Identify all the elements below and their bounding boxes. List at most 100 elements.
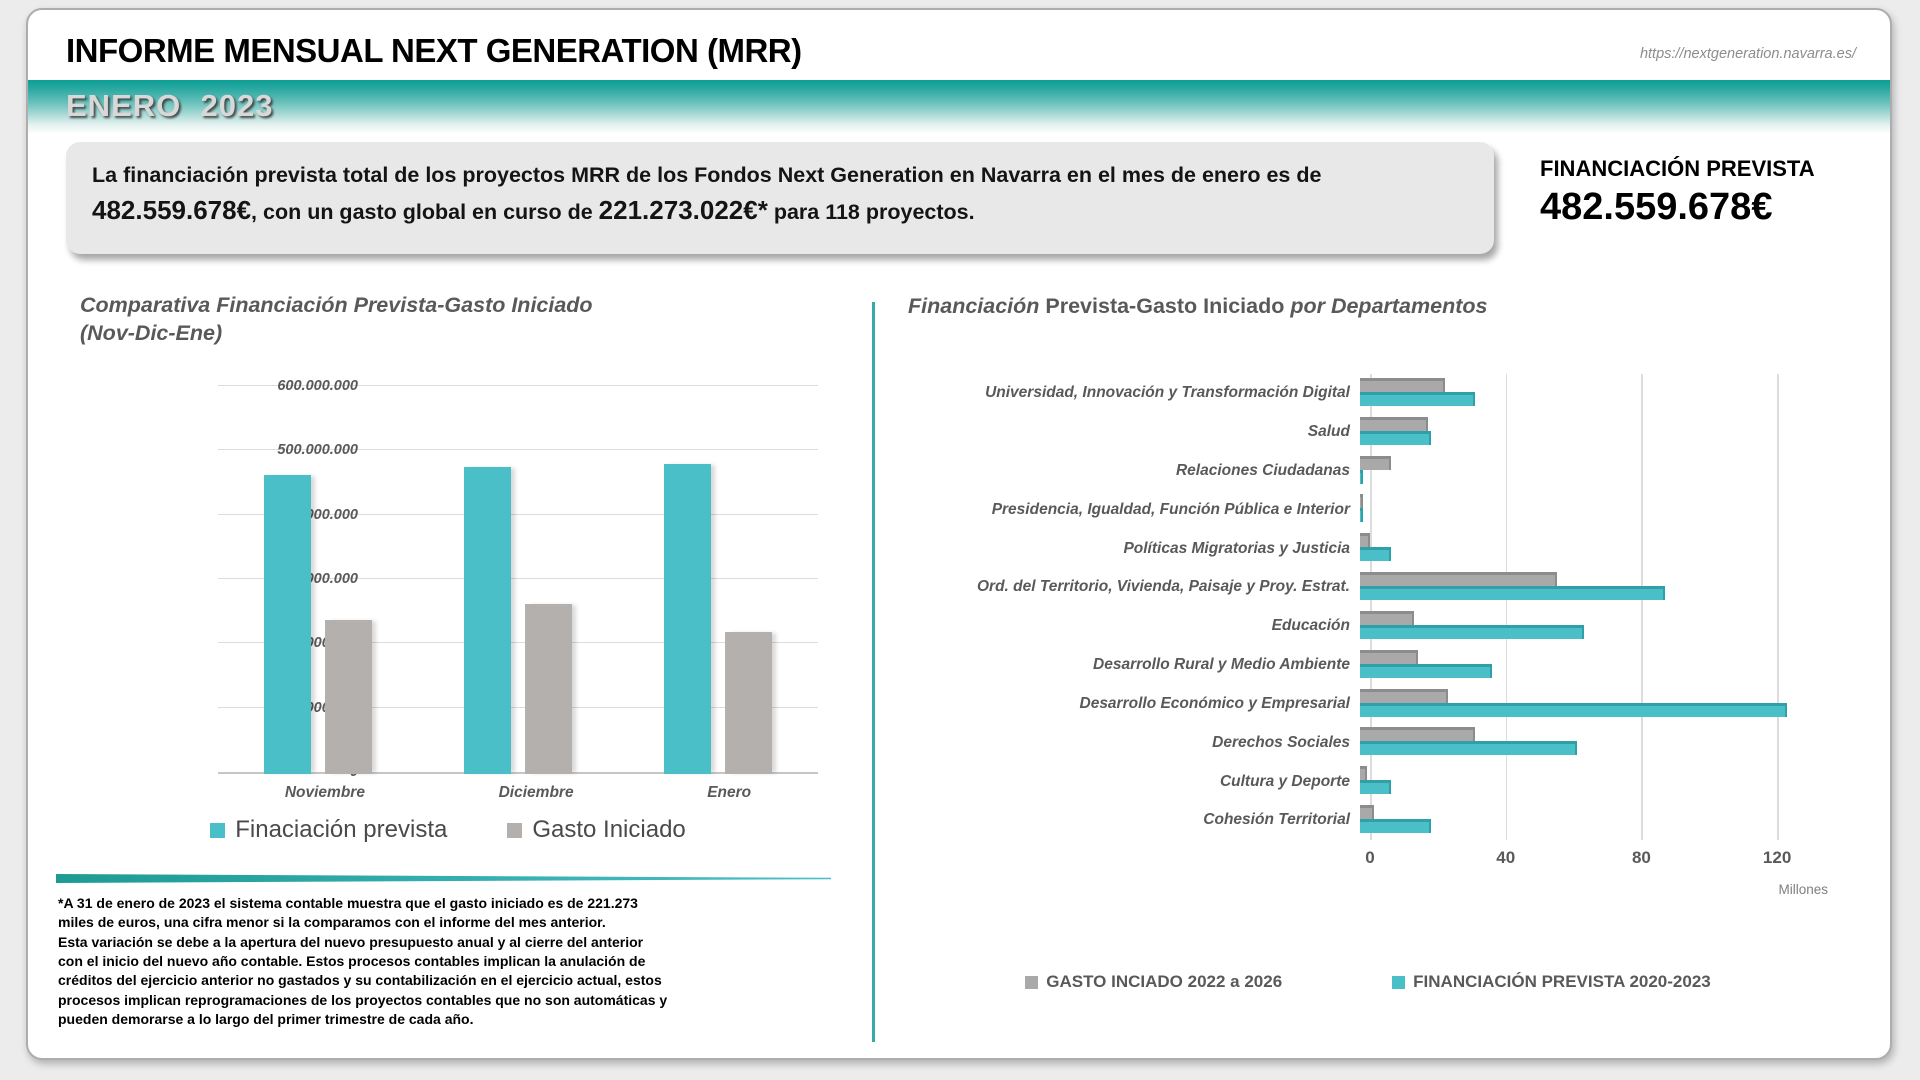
report-card: INFORME MENSUAL NEXT GENERATION (MRR) ht…: [26, 8, 1892, 1060]
gridline: [1777, 374, 1779, 840]
vertical-divider: [872, 302, 875, 1042]
dept-row-ord-del-territorio-vivienda-paisaje-y-pr: Ord. del Territorio, Vivienda, Paisaje y…: [908, 568, 1828, 607]
gridline: [1505, 374, 1508, 840]
gridline: [218, 642, 818, 644]
dept-label: Desarrollo Rural y Medio Ambiente: [1093, 656, 1350, 674]
gridline: [218, 578, 818, 579]
legend-item-gasto-inciado-2022-a-2026: GASTO INCIADO 2022 a 2026: [1025, 972, 1282, 992]
legend-label: GASTO INCIADO 2022 a 2026: [1046, 972, 1283, 991]
bar-derechos-sociales-gasto-inciado-2022-a-2026: [1360, 727, 1476, 742]
departments-chart-x-axis: 0 40 80 120: [1365, 848, 1828, 872]
summary-fragment: para 118 proyectos.: [767, 200, 975, 225]
gridline: [218, 449, 818, 451]
legend-swatch: [507, 822, 523, 838]
x-category-label: Enero: [707, 784, 752, 801]
bar-universidad-innovacion-y-transformacion--gasto-inciado-2022-a-2026: [1360, 378, 1445, 392]
bar-cohesion-territorial-financiacion-prevista-2020-2023: [1360, 819, 1432, 834]
highlight-value: 482.559.678€: [1540, 186, 1773, 228]
summary-text: La financiación prevista total de los pr…: [92, 163, 1322, 226]
dept-label: Salud: [1307, 423, 1350, 441]
site-url-link[interactable]: https://nextgeneration.navarra.es/: [1639, 46, 1856, 62]
bar-presidencia-igualdad-funcion-publica-e-i-financiacion-prevista-2020-2023: [1360, 508, 1364, 523]
bar-group-diciembre: [464, 467, 572, 774]
bar-ord-del-territorio-vivienda-paisaje-y-pr-financiacion-prevista-2020-2023: [1360, 586, 1666, 601]
bar-politicas-migratorias-y-justicia-financiacion-prevista-2020-2023: [1360, 547, 1391, 562]
bar-ord-del-territorio-vivienda-paisaje-y-pr-gasto-inciado-2022-a-2026: [1360, 572, 1557, 587]
departments-chart: Universidad, Innovación y Transformación…: [908, 374, 1848, 934]
bar-diciembre-finaciacion-prevista: [464, 467, 511, 774]
summary-amount: 221.273.022€*: [598, 195, 768, 226]
dept-bars: [1360, 374, 1818, 413]
bar-relaciones-ciudadanas-gasto-inciado-2022-a-2026: [1360, 455, 1391, 470]
legend-label: FINANCIACIÓN PREVISTA 2020-2023: [1413, 972, 1711, 991]
period-band: ENERO 2023: [28, 80, 1890, 134]
legend-label: Gasto Iniciado: [532, 816, 686, 843]
title-fragment: Prevista-Gasto Iniciado: [1045, 294, 1291, 318]
bar-group-noviembre: [264, 474, 372, 774]
departments-chart-axis-unit: Millones: [1778, 882, 1828, 897]
departments-chart-rows: Universidad, Innovación y Transformación…: [908, 374, 1828, 840]
gridline: [1641, 374, 1643, 840]
bar-derechos-sociales-financiacion-prevista-2020-2023: [1360, 741, 1578, 756]
departments-chart-legend: GASTO INCIADO 2022 a 2026 FINANCIACIÓN PR…: [888, 972, 1848, 992]
gridline: [1370, 374, 1372, 840]
dept-bars: [1360, 685, 1818, 724]
period-label: ENERO 2023: [66, 88, 274, 123]
dept-row-educacion: Educación: [908, 607, 1828, 646]
bar-desarrollo-rural-y-medio-ambiente-gasto-inciado-2022-a-2026: [1360, 649, 1418, 664]
bar-desarrollo-rural-y-medio-ambiente-financiacion-prevista-2020-2023: [1360, 663, 1493, 678]
dept-label: Educación: [1271, 617, 1350, 635]
x-tick-label: 80: [1631, 848, 1651, 867]
bar-enero-finaciacion-prevista: [664, 463, 711, 774]
dept-bars: [1360, 413, 1818, 452]
bar-presidencia-igualdad-funcion-publica-e-i-gasto-inciado-2022-a-2026: [1360, 494, 1364, 509]
dept-bars: [1360, 490, 1818, 529]
highlight-block: FINANCIACIÓN PREVISTA 482.559.678€: [1540, 156, 1815, 229]
dept-label: Cohesión Territorial: [1203, 811, 1350, 829]
departments-chart-title: Financiación Prevista-Gasto Iniciado por…: [908, 294, 1808, 319]
dept-label: Universidad, Innovación y Transformación…: [985, 384, 1350, 402]
title-fragment: Financiación: [908, 294, 1046, 318]
dept-row-relaciones-ciudadanas: Relaciones Ciudadanas: [908, 452, 1828, 491]
legend-item-financiacion-prevista-2020-2023: FINANCIACIÓN PREVISTA 2020-2023: [1392, 972, 1711, 992]
dept-row-politicas-migratorias-y-justicia: Políticas Migratorias y Justicia: [908, 529, 1828, 568]
monthly-chart-legend: Finaciación prevista Gasto Iniciado: [68, 816, 828, 844]
legend-item-finaciacion-prevista: Finaciación prevista: [210, 816, 447, 844]
dept-label: Derechos Sociales: [1212, 733, 1350, 751]
gridline: [218, 706, 818, 708]
dept-row-presidencia-igualdad-funcion-publica-e-i: Presidencia, Igualdad, Función Pública e…: [908, 490, 1828, 529]
bar-educacion-gasto-inciado-2022-a-2026: [1360, 610, 1415, 625]
x-category-label: Noviembre: [284, 784, 365, 801]
x-category-label: Diciembre: [498, 784, 574, 801]
legend-swatch: [1392, 975, 1406, 989]
gridline: [218, 513, 818, 515]
departments-chart-grid: [1370, 374, 1828, 840]
bar-desarrollo-economico-y-empresarial-financiacion-prevista-2020-2023: [1360, 702, 1788, 717]
dept-bars: [1360, 452, 1818, 491]
legend-swatch: [1025, 975, 1039, 989]
gridline: [218, 385, 818, 386]
dept-bars: [1360, 607, 1818, 646]
summary-fragment: La financiación prevista total de los pr…: [92, 163, 1322, 187]
dept-bars: [1360, 529, 1818, 568]
bar-politicas-migratorias-y-justicia-gasto-inciado-2022-a-2026: [1360, 533, 1371, 548]
dept-label: Desarrollo Económico y Empresarial: [1079, 694, 1351, 712]
y-tick-label: 600.000.000: [277, 378, 358, 394]
dept-bars: [1360, 762, 1818, 801]
legend-swatch: [210, 822, 226, 838]
footnote-text: *A 31 de enero de 2023 el sistema contab…: [58, 895, 668, 1027]
dept-row-derechos-sociales: Derechos Sociales: [908, 723, 1828, 762]
bar-relaciones-ciudadanas-financiacion-prevista-2020-2023: [1360, 469, 1364, 484]
legend-label: Finaciación prevista: [235, 816, 448, 843]
bar-diciembre-gasto-iniciado: [525, 603, 572, 774]
summary-box: La financiación prevista total de los pr…: [66, 142, 1494, 254]
dept-bars: [1360, 646, 1818, 685]
y-tick-label: 500.000.000: [277, 442, 358, 459]
bar-noviembre-finaciacion-prevista: [264, 474, 311, 774]
dept-bars: [1360, 723, 1818, 762]
bar-salud-financiacion-prevista-2020-2023: [1360, 430, 1432, 445]
dept-row-cultura-y-deporte: Cultura y Deporte: [908, 762, 1828, 801]
dept-row-cohesion-territorial: Cohesión Territorial: [908, 801, 1828, 840]
dept-label: Relaciones Ciudadanas: [1175, 461, 1350, 479]
bar-salud-gasto-inciado-2022-a-2026: [1360, 416, 1428, 431]
